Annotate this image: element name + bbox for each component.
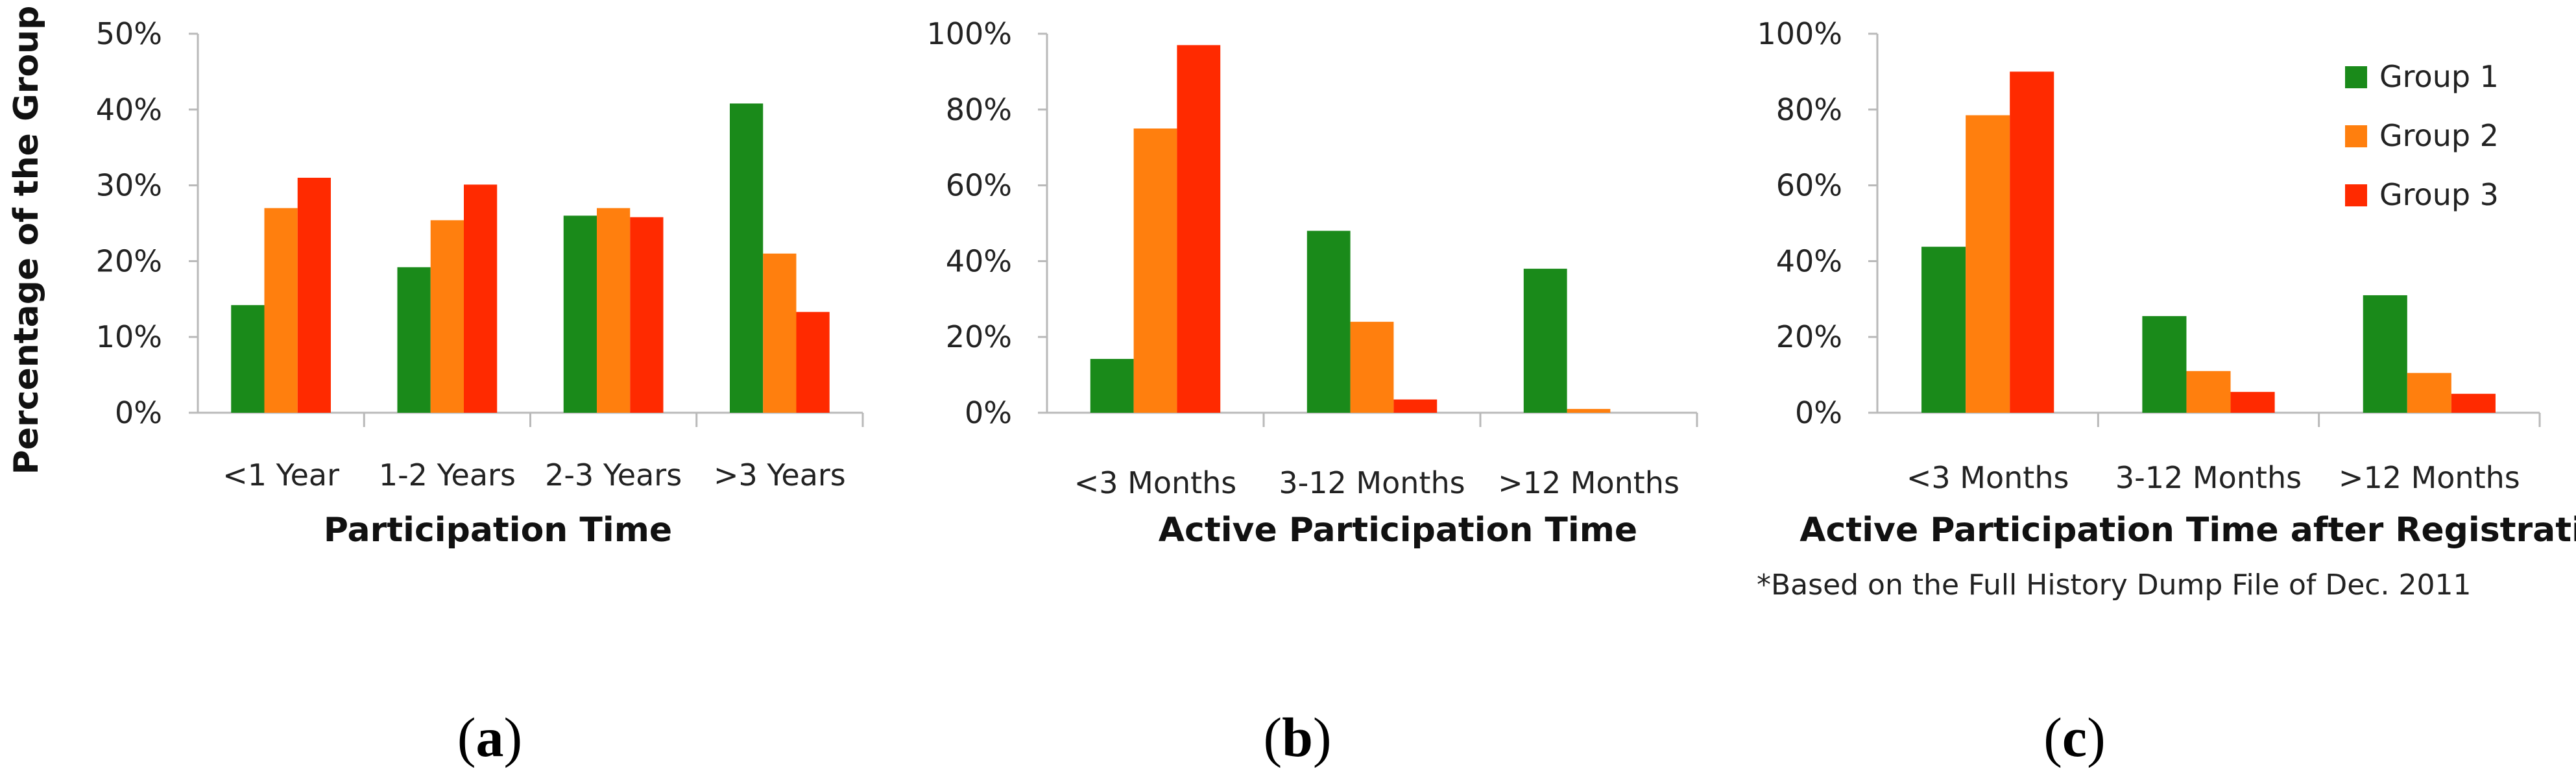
bar-group-1-1-2-years [397, 267, 431, 413]
footnote: *Based on the Full History Dump File of … [1757, 568, 2471, 602]
y-tick-label: 10% [96, 319, 162, 354]
y-tick-label: 30% [96, 168, 162, 203]
x-tick-label-12-months: >12 Months [1498, 465, 1679, 500]
legend-label-group-2: Group 2 [2379, 118, 2499, 153]
bar-group-3-1-2-years [464, 184, 498, 413]
bar-group-2-12-months [2407, 373, 2451, 413]
x-axis-label: Participation Time [324, 511, 672, 550]
bar-group-3-1-year [297, 177, 331, 413]
y-tick-label: 20% [96, 243, 162, 278]
bar-group-1-12-months [1523, 269, 1567, 413]
x-axis-label: Active Participation Time [1159, 511, 1637, 550]
bar-group-3-3-years [796, 312, 830, 413]
bar-group-3-3-12-months [1393, 399, 1438, 413]
bar-group-3-2-3-years [630, 217, 664, 413]
bar-group-2-3-years [763, 253, 797, 413]
x-tick-label-3-12-months: 3-12 Months [1279, 465, 1465, 500]
bar-group-1-1-year [231, 305, 265, 413]
legend-label-group-3: Group 3 [2379, 177, 2499, 212]
bar-group-2-3-12-months [1350, 321, 1394, 413]
legend: Group 1 Group 2 Group 3 [2345, 59, 2499, 212]
y-tick-label: 100% [926, 16, 1012, 51]
x-tick-label-1-year: <1 Year [223, 458, 339, 493]
chart-panel-c: 0% 20% 40% 60% 80% 100% <3 Months 3-12 Months >1… [1757, 16, 2576, 550]
y-tick-label: 40% [1776, 243, 1842, 278]
panel-label-c: (c) [2043, 706, 2105, 768]
y-tick-label: 80% [946, 92, 1012, 127]
x-tick-label-3-12-months: 3-12 Months [2115, 460, 2302, 495]
panel-label-b: (b) [1263, 706, 1331, 768]
y-tick-label: 40% [96, 92, 162, 127]
legend-label-group-1: Group 1 [2379, 59, 2499, 94]
x-tick-label-2-3-years: 2-3 Years [545, 458, 682, 493]
y-tick-label: 60% [946, 168, 1012, 203]
legend-swatch-group-2 [2345, 125, 2367, 147]
y-tick-label: 80% [1776, 92, 1842, 127]
bar-group-2-1-2-years [430, 220, 464, 413]
bar-group-2-3-months [1133, 128, 1177, 413]
bar-group-1-2-3-years [563, 215, 597, 413]
y-tick-label: 0% [965, 395, 1012, 430]
bar-group-3-12-months [2451, 393, 2496, 413]
x-tick-label-3-years: >3 Years [714, 458, 846, 493]
legend-swatch-group-1 [2345, 66, 2367, 88]
bar-group-2-2-3-years [597, 208, 631, 413]
x-tick-label-12-months: >12 Months [2339, 460, 2520, 495]
bar-group-2-12-months [1567, 409, 1611, 413]
bar-group-3-3-months [2010, 71, 2054, 413]
chart-panel-b: 0% 20% 40% 60% 80% 100% <3 Months 3-12 Months >1… [926, 16, 1698, 550]
y-tick-label: 40% [946, 243, 1012, 278]
bar-group-1-3-12-months [2142, 316, 2187, 413]
x-tick-label-3-months: <3 Months [1907, 460, 2069, 495]
bar-group-2-1-year [264, 208, 298, 413]
bar-group-1-3-months [1921, 247, 1966, 413]
y-tick-label: 100% [1757, 16, 1842, 51]
panel-label-a: (a) [457, 706, 522, 768]
bar-group-2-3-months [1966, 115, 2010, 413]
bar-group-1-3-12-months [1306, 230, 1351, 413]
y-tick-label: 0% [1795, 395, 1842, 430]
y-tick-label: 60% [1776, 168, 1842, 203]
y-axis-label: Percentage of the Group [7, 6, 46, 475]
x-axis-label: Active Participation Time after Registra… [1800, 511, 2576, 550]
y-tick-label: 50% [96, 16, 162, 51]
chart-panel-a: 0% 10% 20% 30% 40% 50% <1 Year 1-2 Years 2-3 Yea… [96, 16, 864, 550]
bar-group-1-3-months [1090, 359, 1134, 413]
y-tick-label: 20% [946, 319, 1012, 354]
bar-group-1-3-years [730, 103, 764, 413]
y-tick-label: 0% [115, 395, 162, 430]
bar-group-1-12-months [2363, 295, 2407, 413]
bar-group-3-3-months [1177, 45, 1221, 413]
x-tick-label-3-months: <3 Months [1074, 465, 1237, 500]
y-tick-label: 20% [1776, 319, 1842, 354]
legend-swatch-group-3 [2345, 184, 2367, 206]
x-tick-label-1-2-years: 1-2 Years [379, 458, 516, 493]
bar-group-2-3-12-months [2186, 371, 2231, 413]
bar-group-3-3-12-months [2230, 391, 2275, 413]
